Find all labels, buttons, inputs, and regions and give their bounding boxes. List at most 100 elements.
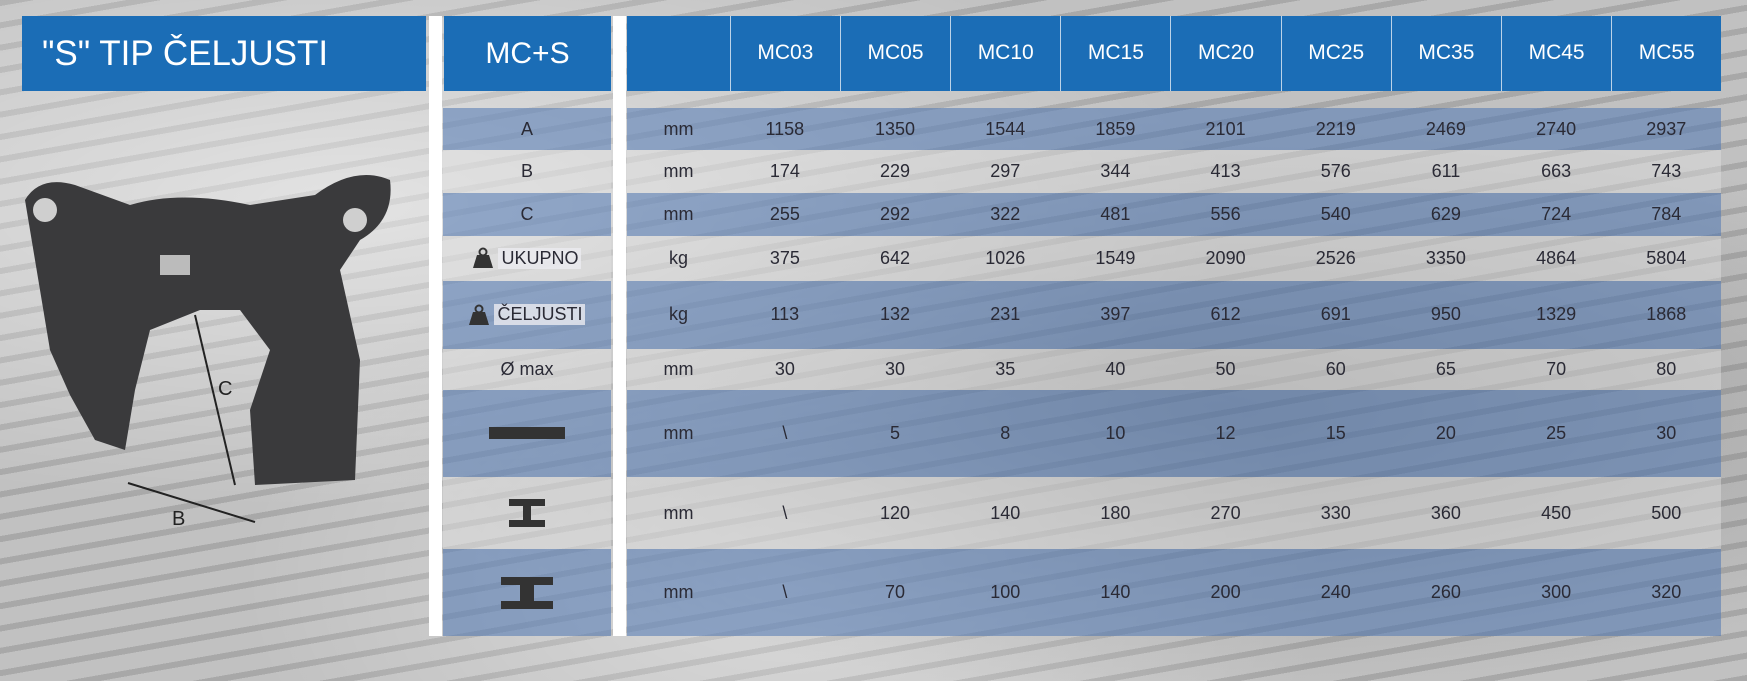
value: 743 xyxy=(1651,161,1682,182)
value: 132 xyxy=(880,304,911,325)
row-band xyxy=(627,549,1722,637)
value: 10 xyxy=(1105,422,1126,443)
profile-icon xyxy=(443,390,610,477)
unit: mm xyxy=(663,502,694,523)
value: 12 xyxy=(1215,422,1236,443)
value: 1868 xyxy=(1646,304,1687,325)
row-band xyxy=(627,348,1722,390)
value: 2526 xyxy=(1315,247,1356,268)
value: \ xyxy=(782,422,788,443)
value: 950 xyxy=(1430,304,1461,325)
value: 270 xyxy=(1210,502,1241,523)
value: 297 xyxy=(990,161,1021,182)
value: 724 xyxy=(1541,203,1572,224)
value: 1549 xyxy=(1095,247,1136,268)
row-label-text: ČELJUSTI xyxy=(494,304,586,326)
unit: mm xyxy=(663,358,694,379)
weight-icon xyxy=(469,304,490,325)
value: 240 xyxy=(1320,582,1351,603)
value: 30 xyxy=(885,358,906,379)
value: 1329 xyxy=(1536,304,1577,325)
value: 2469 xyxy=(1425,118,1466,139)
hole xyxy=(160,255,190,275)
unit: mm xyxy=(663,161,694,182)
column-header: MC25 xyxy=(1280,15,1391,92)
value: 642 xyxy=(880,247,911,268)
value: 540 xyxy=(1320,203,1351,224)
profile-shape xyxy=(488,427,565,440)
hole xyxy=(343,208,367,232)
row-label-text: UKUPNO xyxy=(498,247,582,269)
value: 229 xyxy=(880,161,911,182)
value: 1859 xyxy=(1095,118,1136,139)
value: \ xyxy=(782,502,788,523)
row-band xyxy=(627,192,1722,237)
divider xyxy=(429,16,442,636)
value: 612 xyxy=(1210,304,1241,325)
row-band xyxy=(443,150,611,193)
value: 1026 xyxy=(985,247,1026,268)
profile-shape xyxy=(508,499,545,528)
value: 180 xyxy=(1100,502,1131,523)
value: 15 xyxy=(1325,422,1346,443)
profile-shape xyxy=(500,576,553,609)
value: 2219 xyxy=(1315,118,1356,139)
row-label: A xyxy=(520,118,533,139)
weight-icon xyxy=(473,247,494,269)
value: 1350 xyxy=(875,118,916,139)
row-label: C xyxy=(520,203,534,224)
value: 1158 xyxy=(765,118,805,139)
row-band xyxy=(627,389,1722,477)
value: 174 xyxy=(769,161,800,182)
value: 300 xyxy=(1541,582,1572,603)
value: 2101 xyxy=(1205,118,1246,139)
value: 576 xyxy=(1320,161,1351,182)
jaw-shape xyxy=(25,175,391,485)
value: 360 xyxy=(1430,502,1461,523)
value: 691 xyxy=(1320,304,1351,325)
row-label: UKUPNO xyxy=(443,236,610,281)
header-bar xyxy=(627,15,1722,92)
value: 2090 xyxy=(1205,247,1246,268)
row-band xyxy=(627,476,1722,550)
value: 5804 xyxy=(1646,247,1687,268)
value: 611 xyxy=(1431,161,1461,182)
row-band xyxy=(627,236,1722,281)
value: 5 xyxy=(890,422,901,443)
value: 397 xyxy=(1100,304,1131,325)
value: 330 xyxy=(1320,502,1351,523)
column-header: MC35 xyxy=(1390,15,1501,92)
value: 344 xyxy=(1100,161,1131,182)
value: 50 xyxy=(1215,358,1236,379)
unit: mm xyxy=(663,203,694,224)
column-header: MC03 xyxy=(729,15,840,92)
column-header: MC15 xyxy=(1060,15,1170,92)
title: "S" TIP ČELJUSTI xyxy=(22,16,426,91)
value: 60 xyxy=(1325,358,1346,379)
value: 231 xyxy=(990,304,1021,325)
value: 140 xyxy=(1100,582,1131,603)
row-label: ČELJUSTI xyxy=(443,281,610,349)
value: 140 xyxy=(990,502,1021,523)
unit: mm xyxy=(663,422,694,443)
value: 413 xyxy=(1210,161,1241,182)
dimension-line xyxy=(194,314,236,486)
jaw-illustration: C B xyxy=(25,175,391,530)
row-band xyxy=(627,108,1722,151)
unit: mm xyxy=(663,118,694,139)
row-label: Ø max xyxy=(500,358,554,379)
value: 8 xyxy=(1000,422,1011,443)
dimension-line xyxy=(127,482,256,523)
value: 120 xyxy=(880,502,911,523)
row-label: B xyxy=(520,161,533,182)
value: 784 xyxy=(1651,203,1682,224)
value: 481 xyxy=(1100,203,1131,224)
row-band xyxy=(627,280,1722,349)
row-band xyxy=(443,108,611,151)
value: 500 xyxy=(1651,502,1682,523)
column-header: MC10 xyxy=(950,15,1060,92)
value: 375 xyxy=(769,247,800,268)
unit: mm xyxy=(663,582,694,603)
model-label: MC+S xyxy=(444,16,611,91)
